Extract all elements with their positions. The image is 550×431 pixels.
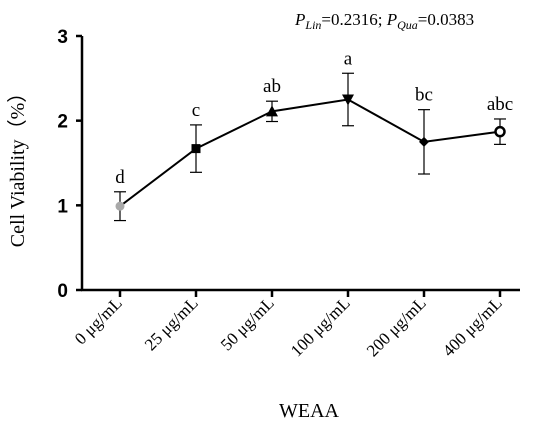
- data-point: [266, 105, 278, 117]
- y-tick-label: 2: [57, 112, 68, 133]
- x-tick-label: 200 μg/mL: [363, 293, 430, 360]
- x-tick-label: 100 μg/mL: [287, 293, 354, 360]
- y-tick-label: 0: [57, 281, 68, 302]
- significance-label: c: [192, 100, 200, 121]
- y-tick-label: 1: [57, 196, 68, 217]
- significance-label: d: [115, 167, 125, 188]
- significance-label: a: [344, 48, 353, 69]
- x-tick-label: 25 μg/mL: [141, 293, 202, 354]
- y-axis-label: Cell Viability（%）: [6, 83, 29, 248]
- significance-label: ab: [263, 76, 281, 97]
- data-point: [419, 136, 429, 147]
- p-qua-value: =0.0383: [418, 10, 474, 29]
- x-axis-label: WEAA: [279, 400, 340, 422]
- x-tick-label: 50 μg/mL: [217, 293, 278, 354]
- p-value-annotation: PLin=0.2316; PQua=0.0383: [294, 10, 474, 32]
- p-qua-subscript: Qua: [397, 18, 418, 32]
- p-lin-symbol: P: [294, 10, 305, 29]
- data-point: [191, 144, 201, 154]
- significance-label: abc: [487, 94, 513, 115]
- y-tick-label: 3: [57, 27, 68, 48]
- series-line-group: [119, 98, 501, 207]
- significance-label: bc: [415, 85, 433, 106]
- data-point: [494, 125, 506, 138]
- x-tick-label: 400 μg/mL: [439, 293, 506, 360]
- data-point: [342, 94, 354, 106]
- p-lin-value: =0.2316;: [321, 10, 386, 29]
- error-bars: [114, 72, 506, 222]
- x-tick-label: 0 μg/mL: [71, 293, 126, 348]
- y-ticks: 0 1 2 3: [57, 27, 82, 302]
- p-qua-symbol: P: [386, 10, 397, 29]
- p-lin-subscript: Lin: [304, 18, 321, 32]
- x-ticks: 0 μg/mL 25 μg/mL 50 μg/mL 100 μg/mL 200 μg/m…: [71, 290, 506, 360]
- data-point: [115, 201, 125, 211]
- series-line: [119, 98, 501, 207]
- data-point-markers: [115, 94, 506, 211]
